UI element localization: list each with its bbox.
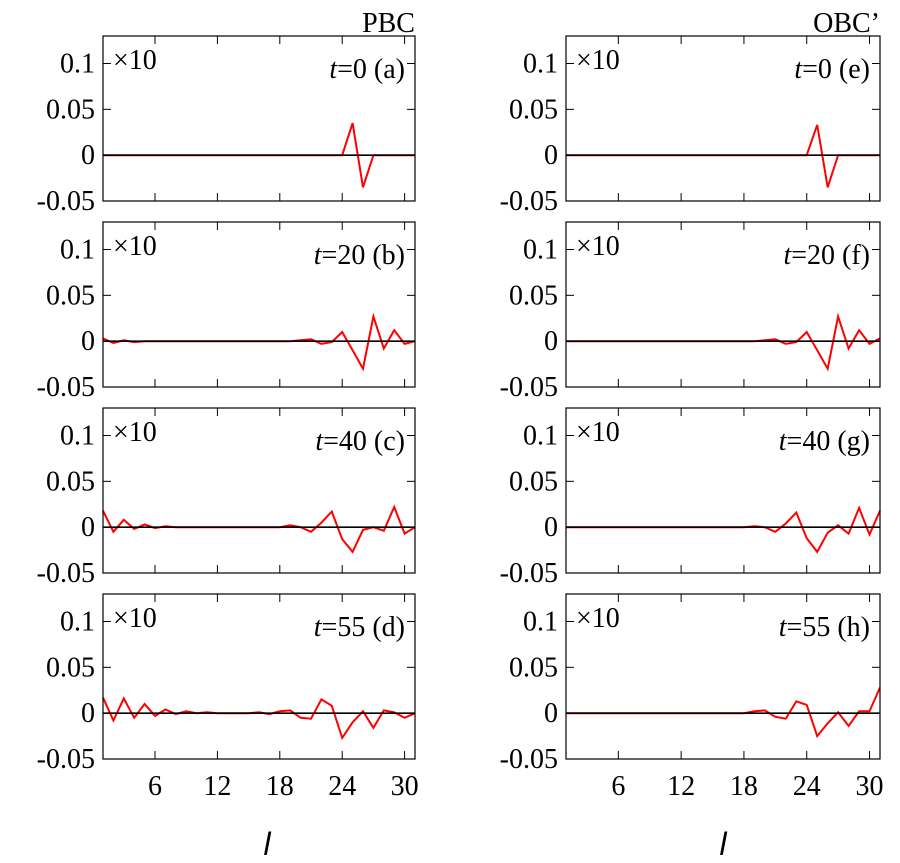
plot-frame	[102, 35, 416, 202]
scale-label: ×10	[576, 231, 620, 262]
x-tick-label: 6	[611, 771, 625, 802]
series-line-red	[566, 505, 881, 554]
scale-label: ×10	[113, 45, 157, 76]
y-tick-label: 0.05	[46, 466, 95, 497]
panel-label: t=0 (e)	[794, 54, 870, 85]
panel-d: 0.1 0.05 0 -0.05 6 12 18 24 30 ×10 t=55 (d)	[37, 593, 419, 802]
panel-e: 0.1 0.05 0 -0.05 ×10 t=0 (e)	[500, 35, 881, 217]
x-tick-label: 6	[148, 771, 162, 802]
y-tick-label: -0.05	[37, 372, 95, 403]
plot-frame	[565, 407, 881, 574]
series-line-red	[102, 312, 416, 372]
x-axis-label-left: l	[263, 826, 271, 862]
series-line-red	[102, 504, 416, 554]
y-tick-label: 0	[81, 326, 95, 357]
plot-frame	[565, 221, 881, 388]
scale-label: ×10	[113, 603, 157, 634]
panel-label: t=20 (b)	[314, 240, 405, 271]
y-tick-label: 0.05	[46, 280, 95, 311]
y-tick-label: 0.1	[523, 235, 558, 266]
scale-label: ×10	[113, 231, 157, 262]
x-tick-label: 18	[730, 771, 758, 802]
plot-frame	[565, 593, 881, 760]
y-tick-label: -0.05	[37, 186, 95, 217]
plot-frame	[102, 407, 416, 574]
x-tick-label: 24	[793, 771, 821, 802]
x-tick-label: 30	[856, 771, 884, 802]
y-tick-label: 0	[81, 140, 95, 171]
scale-label: ×10	[113, 417, 157, 448]
y-tick-label: 0	[544, 140, 558, 171]
x-tick-label: 24	[328, 771, 356, 802]
y-tick-label: -0.05	[500, 744, 558, 775]
series-line-red	[566, 312, 881, 372]
y-tick-label: -0.05	[500, 372, 558, 403]
series-line-red	[102, 696, 416, 741]
x-axis-label-right: l	[719, 826, 727, 862]
y-tick-label: 0	[544, 326, 558, 357]
x-tick-label: 12	[203, 771, 231, 802]
y-tick-label: 0.05	[46, 652, 95, 683]
y-tick-label: 0.1	[60, 607, 95, 638]
x-tick-label: 18	[266, 771, 294, 802]
y-tick-label: 0.1	[523, 607, 558, 638]
y-tick-label: 0.1	[60, 421, 95, 452]
y-tick-label: 0.1	[60, 235, 95, 266]
x-tick-label: 30	[391, 771, 419, 802]
y-tick-label: -0.05	[37, 558, 95, 589]
y-tick-label: 0.05	[509, 280, 558, 311]
y-tick-label: 0.1	[523, 49, 558, 80]
panel-c: 0.1 0.05 0 -0.05 ×10 t=40 (c)	[37, 407, 416, 589]
panel-h: 0.1 0.05 0 -0.05 6 12 18 24 30 ×10 t=55 (h)	[500, 593, 884, 802]
panel-label: t=55 (d)	[314, 612, 405, 643]
y-tick-label: 0.05	[509, 652, 558, 683]
panel-label: t=55 (h)	[779, 612, 870, 643]
y-tick-label: -0.05	[37, 744, 95, 775]
plot-frame	[102, 593, 416, 760]
y-tick-label: 0.05	[509, 466, 558, 497]
y-tick-label: 0	[544, 698, 558, 729]
panel-g: 0.1 0.05 0 -0.05 ×10 t=40 (g)	[500, 407, 881, 589]
column-title-left: PBC	[362, 8, 415, 39]
y-tick-label: -0.05	[500, 186, 558, 217]
y-tick-label: -0.05	[500, 558, 558, 589]
panel-b: 0.1 0.05 0 -0.05 ×10 t=20 (b)	[37, 221, 416, 403]
scale-label: ×10	[576, 603, 620, 634]
y-tick-label: 0.1	[60, 49, 95, 80]
plot-frame	[102, 221, 416, 388]
plot-frame	[565, 35, 881, 202]
series-line-red	[566, 124, 880, 188]
panel-a: 0.1 0.05 0 -0.05 ×10 t=0 (a)	[37, 35, 416, 217]
y-tick-label: 0.05	[509, 94, 558, 125]
panel-label: t=20 (f)	[783, 240, 870, 271]
panel-label: t=40 (g)	[779, 426, 870, 457]
scale-label: ×10	[576, 45, 620, 76]
panel-label: t=40 (c)	[315, 426, 405, 457]
y-tick-label: 0	[544, 512, 558, 543]
y-tick-label: 0.05	[46, 94, 95, 125]
scale-label: ×10	[576, 417, 620, 448]
panel-label: t=0 (a)	[329, 54, 405, 85]
panel-f: 0.1 0.05 0 -0.05 ×10 t=20 (f)	[500, 221, 881, 403]
y-tick-label: 0.1	[523, 421, 558, 452]
x-tick-label: 12	[667, 771, 695, 802]
column-title-right: OBC’	[813, 8, 880, 39]
y-tick-label: 0	[81, 512, 95, 543]
series-line-red	[566, 687, 881, 739]
y-tick-label: 0	[81, 698, 95, 729]
